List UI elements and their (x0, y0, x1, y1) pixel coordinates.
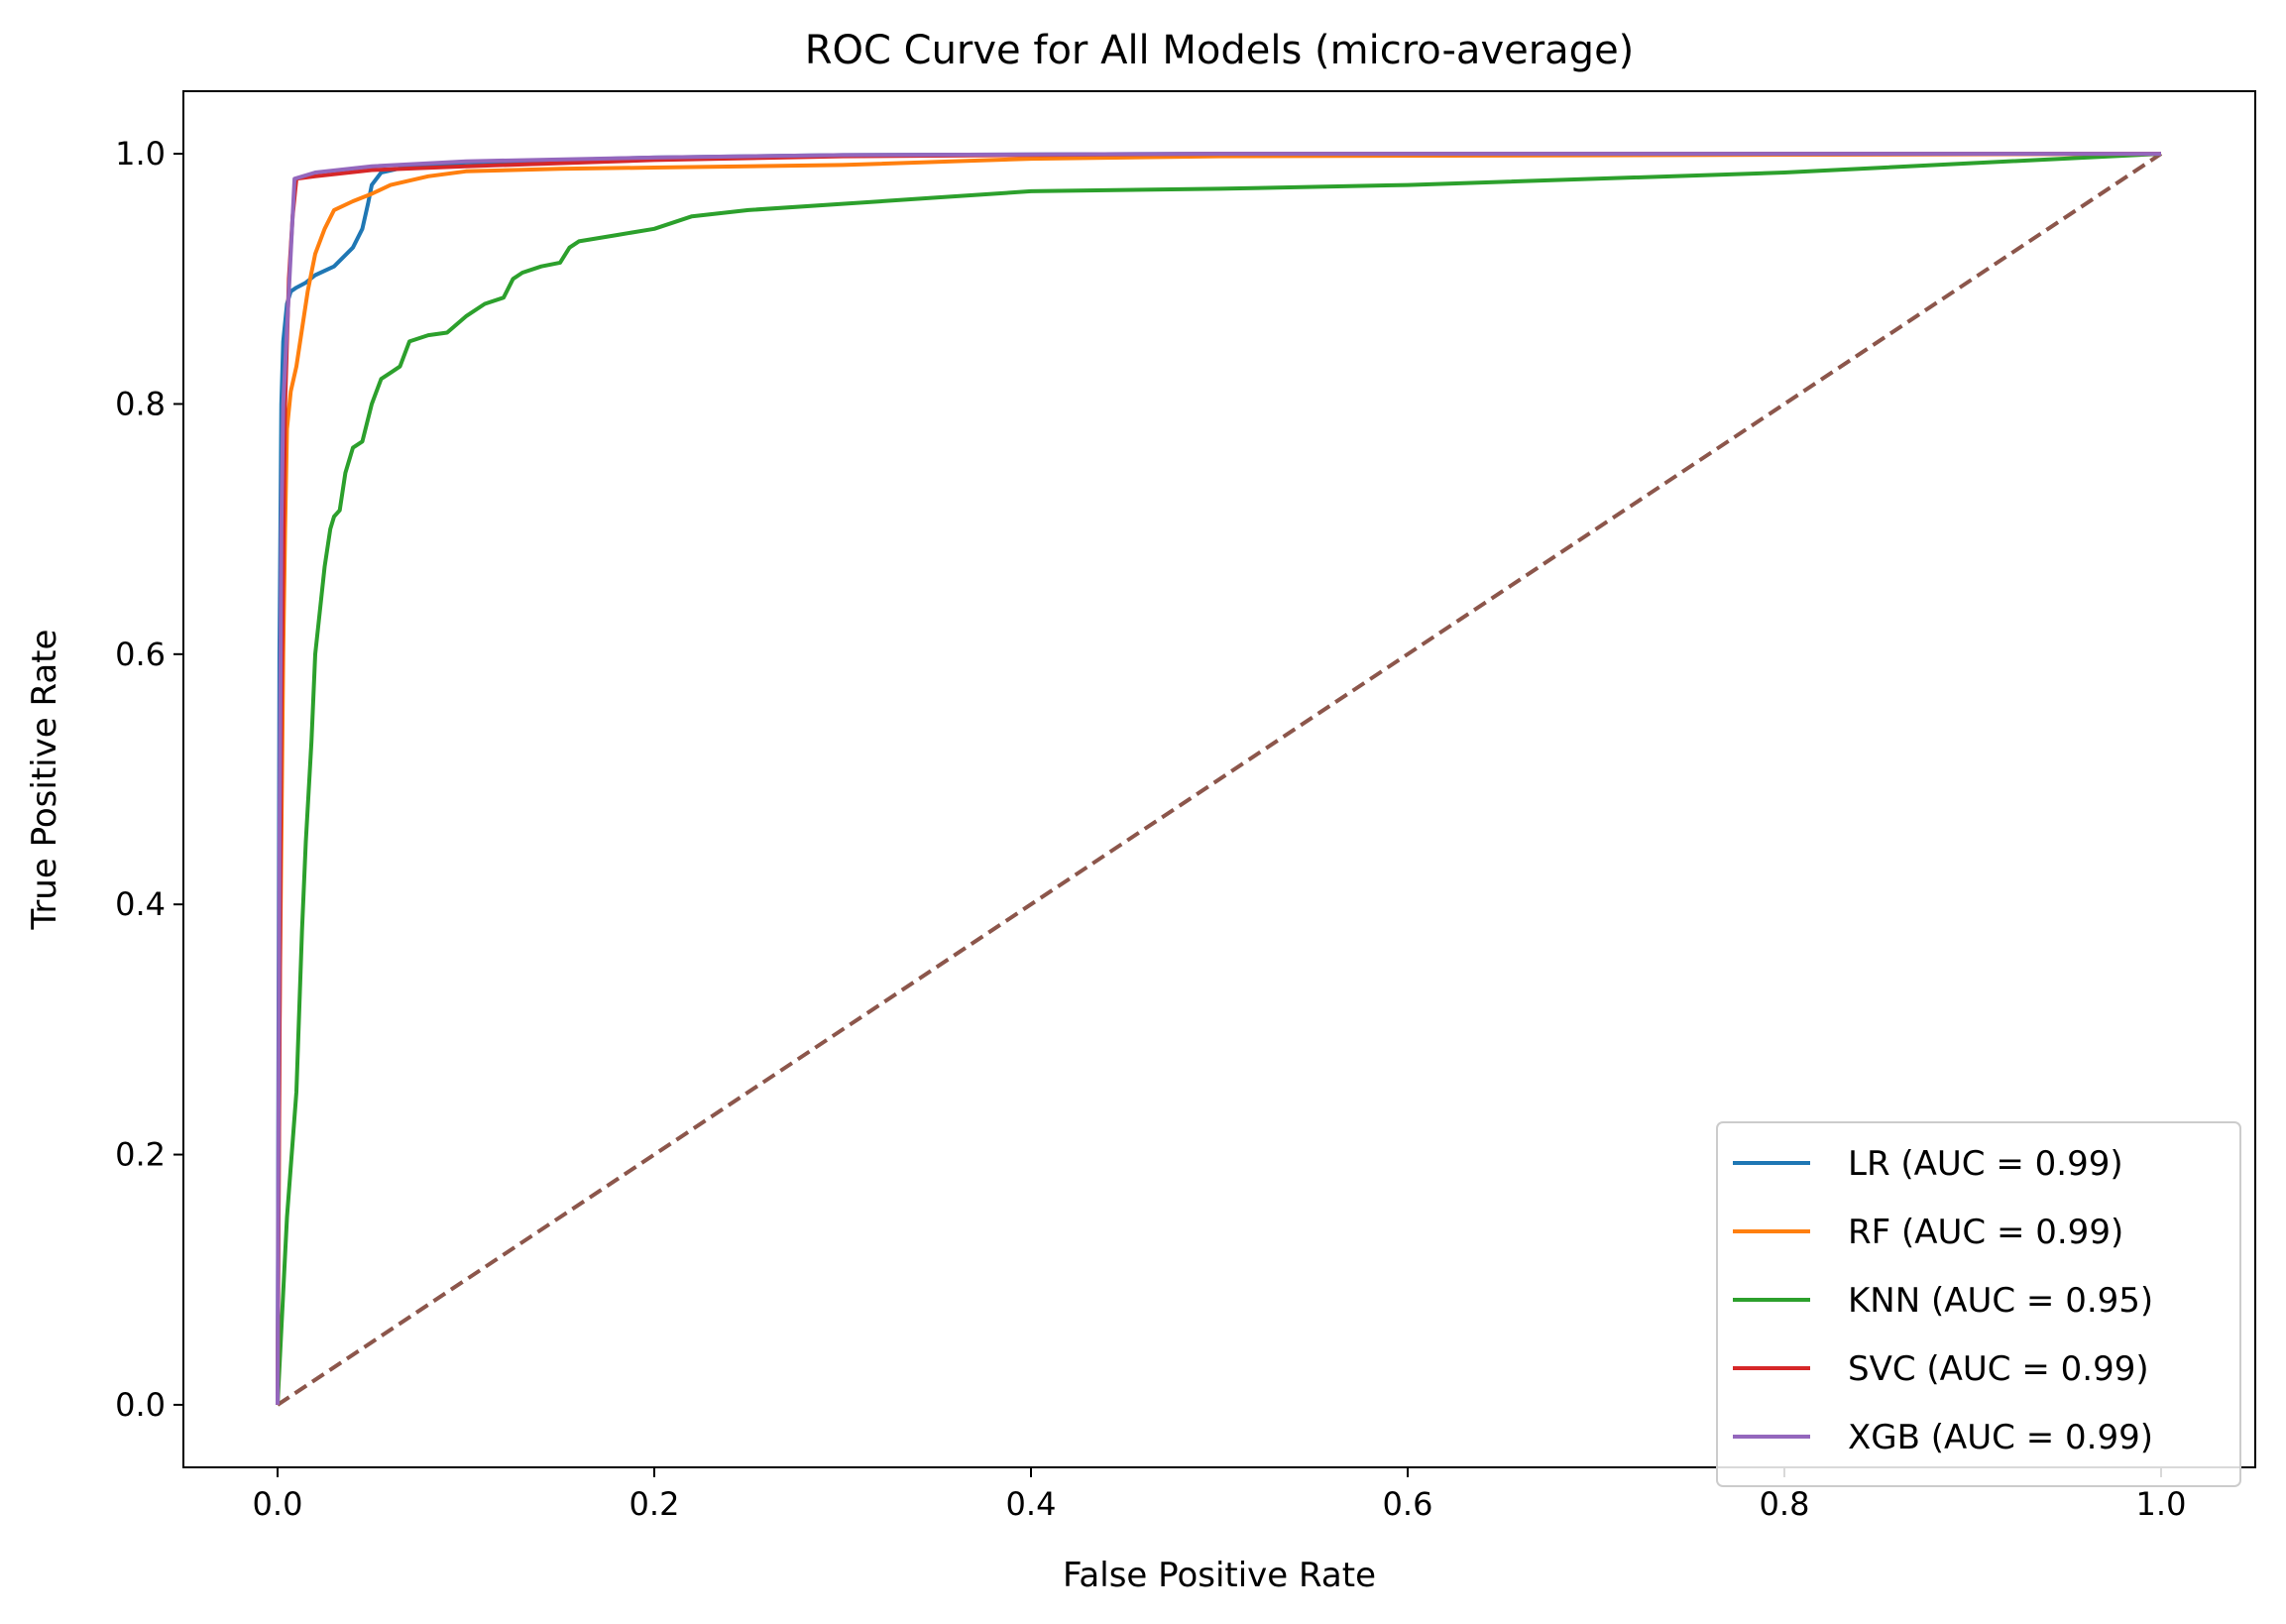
y-tick-label: 0.0 (115, 1386, 166, 1424)
series-line-knn (276, 152, 2162, 1406)
x-tick-label: 1.0 (2136, 1485, 2187, 1523)
legend-label-lr: LR (AUC = 0.99) (1848, 1144, 2123, 1184)
series-line-xgb (276, 152, 2161, 1405)
y-tick-label: 0.4 (115, 885, 166, 923)
y-tick-label: 1.0 (115, 135, 166, 173)
y-axis-ticks: 0.0 0.2 0.4 0.6 0.8 1.0 (115, 135, 183, 1424)
x-tick-label: 0.8 (1760, 1485, 1810, 1523)
legend-box (1716, 1121, 2241, 1487)
y-tick-label: 0.6 (115, 636, 166, 673)
y-tick-label: 0.8 (115, 385, 166, 422)
legend-label-svc: SVC (AUC = 0.99) (1848, 1349, 2149, 1389)
legend-label-knn: KNN (AUC = 0.95) (1848, 1281, 2153, 1321)
y-tick-label: 0.2 (115, 1136, 166, 1174)
series-line-reference (276, 152, 2163, 1407)
x-tick-label: 0.0 (253, 1485, 303, 1523)
x-tick-label: 0.2 (629, 1485, 680, 1523)
plot-area-frame (182, 90, 2256, 1468)
y-axis-label: True Positive Rate (25, 630, 64, 931)
chart-title: ROC Curve for All Models (micro-average) (805, 28, 1635, 73)
x-tick-label: 0.6 (1383, 1485, 1433, 1523)
x-tick-label: 0.4 (1006, 1485, 1057, 1523)
legend-label-rf: RF (AUC = 0.99) (1848, 1213, 2123, 1252)
legend: LR (AUC = 0.99) RF (AUC = 0.99) KNN (AUC =… (1716, 1121, 2241, 1487)
x-axis-ticks: 0.0 0.2 0.4 0.6 0.8 1.0 (253, 1467, 2187, 1523)
legend-label-xgb: XGB (AUC = 0.99) (1848, 1418, 2153, 1457)
x-axis-label: False Positive Rate (1063, 1556, 1376, 1595)
plot-lines (276, 152, 2163, 1407)
